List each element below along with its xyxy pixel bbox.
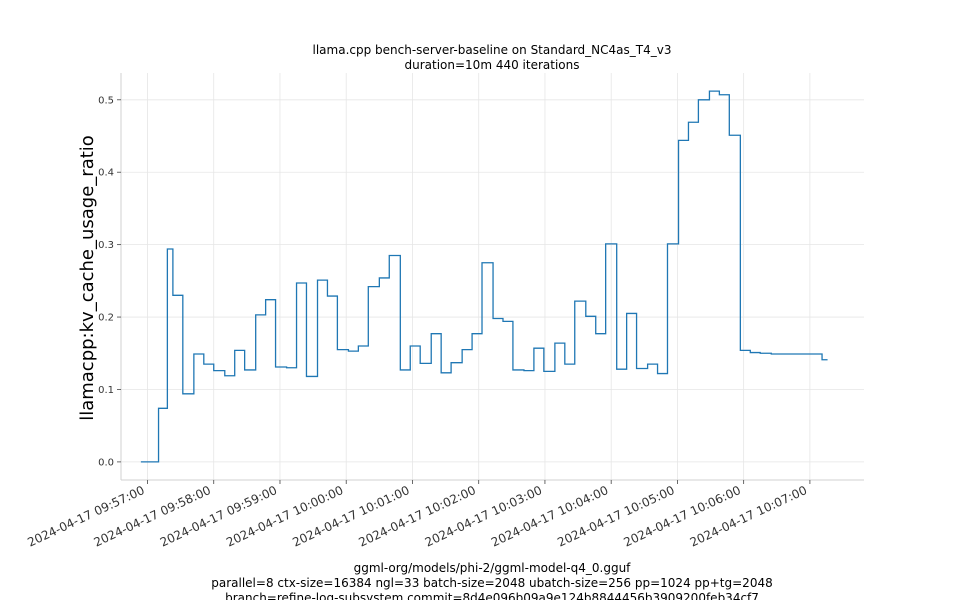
chart-title: llama.cpp bench-server-baseline on Stand… — [313, 43, 672, 57]
y-tick-label-1: 0.1 — [98, 385, 114, 396]
x-tick-label-10: 2024-04-17 10:07:00 — [688, 483, 809, 550]
y-axis: 0.0 0.1 0.2 0.3 0.4 0.5 — [98, 95, 121, 468]
y-tick-label-2: 0.2 — [98, 313, 114, 324]
x-tick-label-3: 2024-04-17 10:00:00 — [224, 483, 345, 550]
x-tick-label-4: 2024-04-17 10:01:00 — [290, 483, 411, 550]
y-tick-label-3: 0.3 — [98, 240, 114, 251]
x-tick-label-2: 2024-04-17 09:59:00 — [158, 483, 279, 550]
x-tick-label-9: 2024-04-17 10:06:00 — [622, 483, 743, 550]
y-tick-label-0: 0.0 — [98, 457, 114, 468]
x-axis-label-line-3: branch=refine-log-subsystem commit=8d4e0… — [225, 591, 759, 600]
x-axis-label-line-1: ggml-org/models/phi-2/ggml-model-q4_0.gg… — [354, 561, 632, 575]
grid — [121, 73, 864, 480]
plot-frame — [120, 73, 864, 481]
y-tick-label-5: 0.5 — [98, 95, 114, 106]
x-tick-label-1: 2024-04-17 09:58:00 — [92, 483, 213, 550]
series-line-0 — [140, 90, 828, 463]
y-tick-label-4: 0.4 — [98, 168, 114, 179]
series-layer — [140, 90, 828, 463]
x-tick-label-7: 2024-04-17 10:04:00 — [489, 483, 610, 550]
x-axis-label-line-2: parallel=8 ctx-size=16384 ngl=33 batch-s… — [211, 576, 772, 590]
x-tick-label-6: 2024-04-17 10:03:00 — [423, 483, 544, 550]
x-tick-label-8: 2024-04-17 10:05:00 — [555, 483, 676, 550]
x-tick-label-0: 2024-04-17 09:57:00 — [25, 483, 146, 550]
y-axis-label: llamacpp:kv_cache_usage_ratio — [77, 135, 98, 421]
x-tick-label-5: 2024-04-17 10:02:00 — [357, 483, 478, 550]
chart-subtitle: duration=10m 440 iterations — [405, 58, 580, 72]
